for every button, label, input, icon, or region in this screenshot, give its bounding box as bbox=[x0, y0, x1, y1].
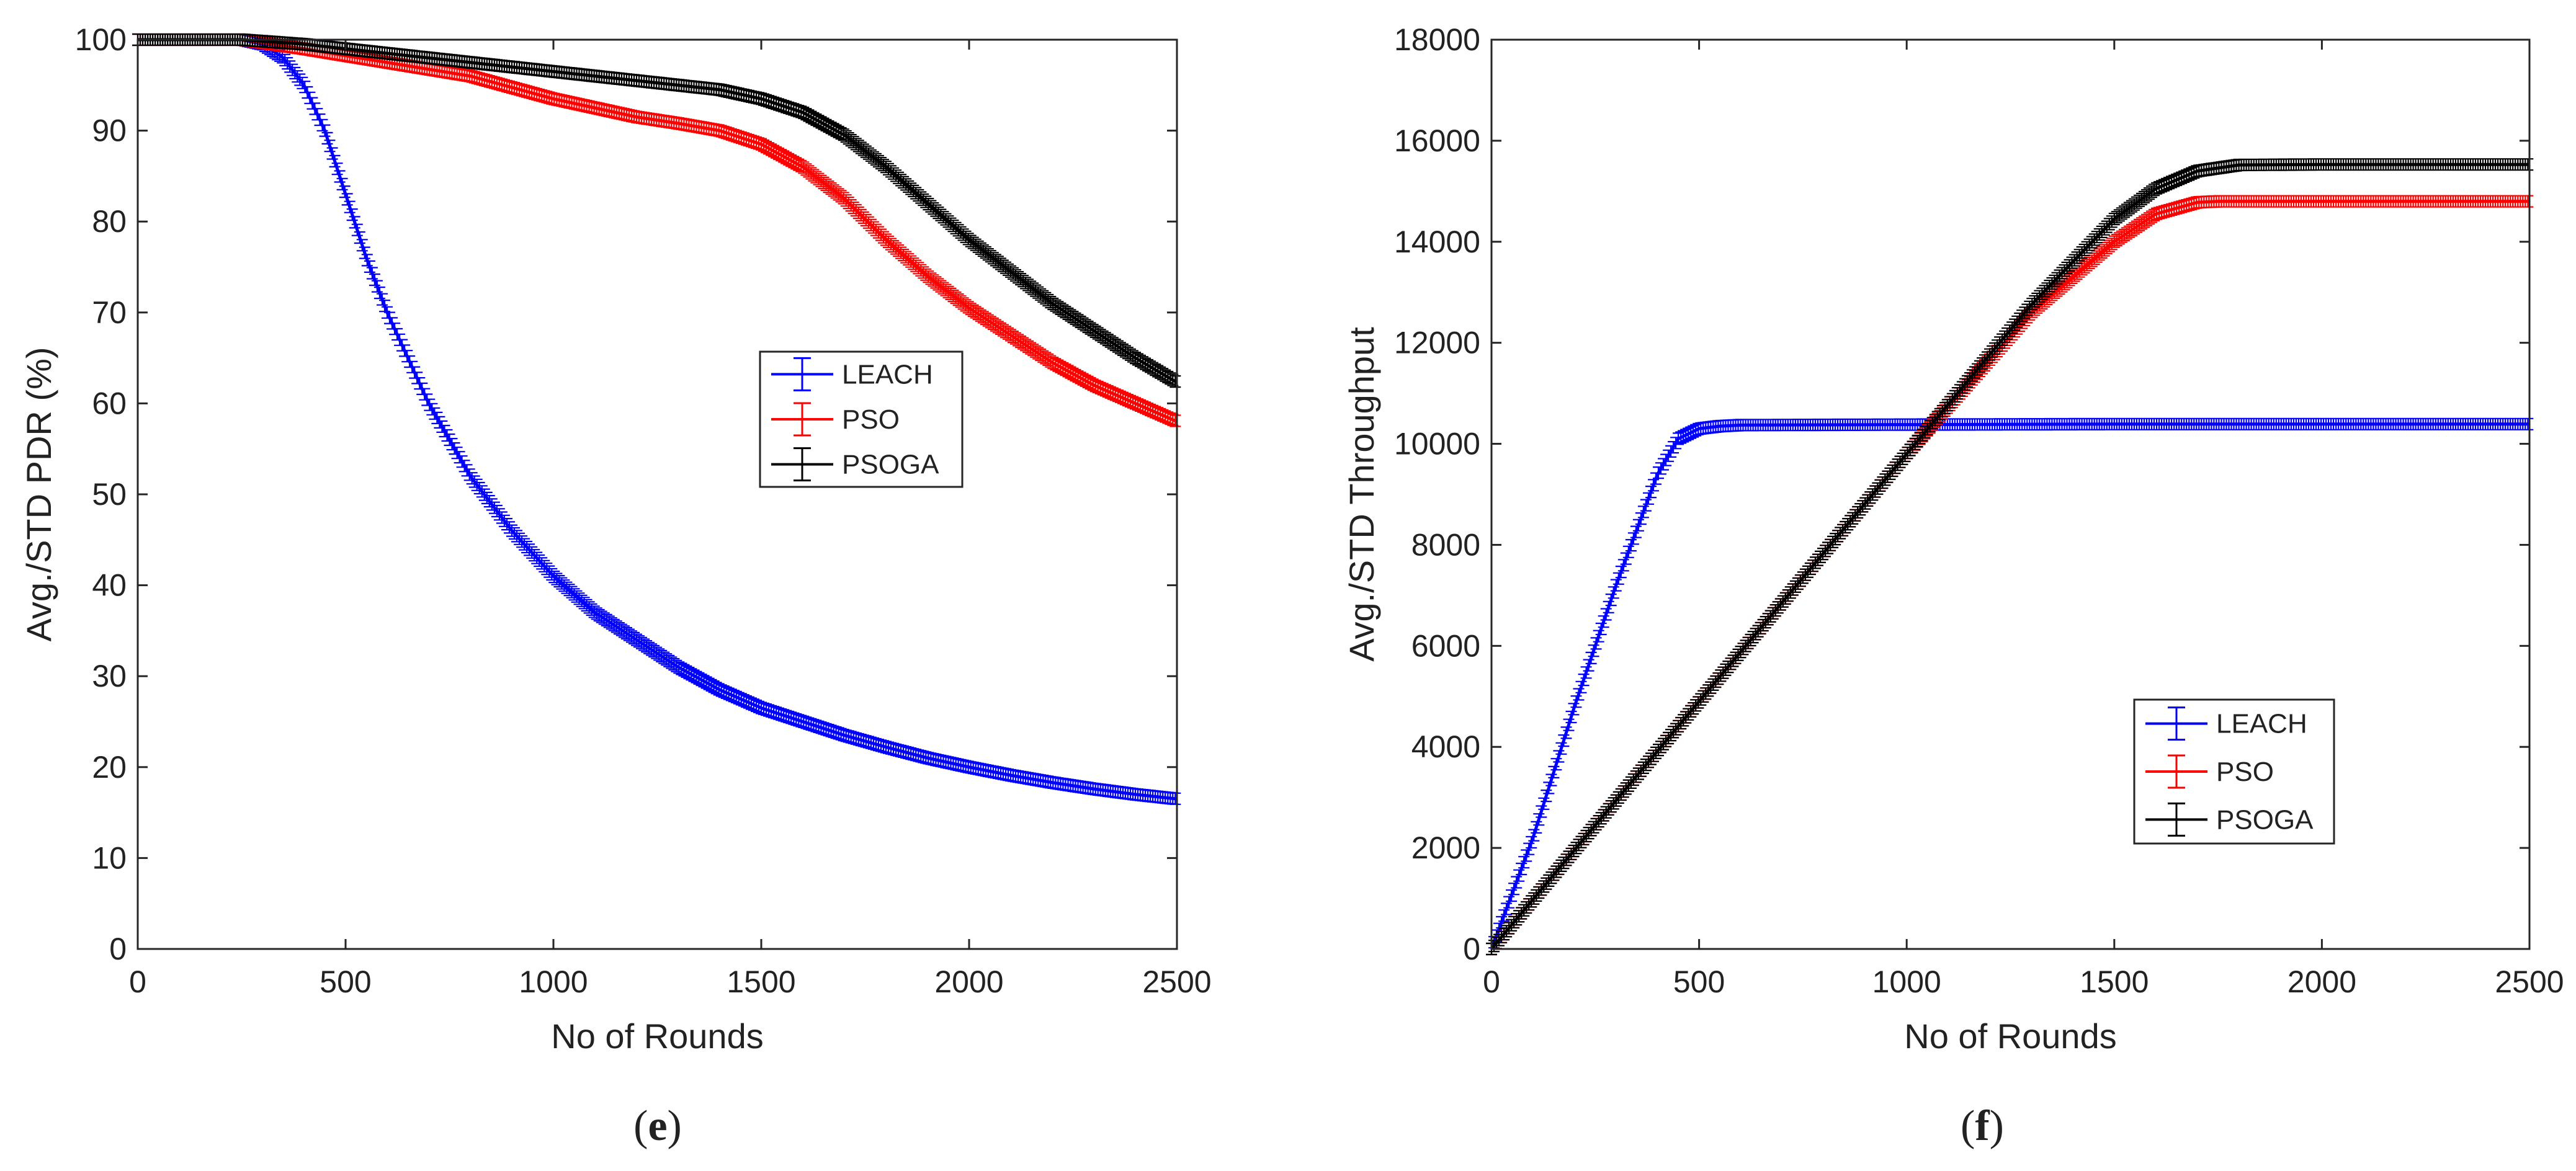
legend-item-pso: PSO bbox=[2145, 754, 2274, 789]
legend-error-bar-icon bbox=[2168, 802, 2185, 837]
legend-label: LEACH bbox=[2216, 709, 2307, 739]
legend-label: PSO bbox=[2216, 757, 2274, 787]
y-tick-label: 80 bbox=[92, 204, 127, 239]
y-tick-label: 70 bbox=[92, 295, 127, 330]
y-axis-label: Avg./STD Throughput bbox=[1342, 327, 1381, 662]
y-axis: 0 10 20 30 40 50 60 70 80 90 100 bbox=[75, 22, 1177, 966]
y-tick-label: 18000 bbox=[1394, 22, 1480, 57]
x-tick-label: 2000 bbox=[2288, 964, 2356, 999]
legend: LEACH PSO PSOGA bbox=[2133, 698, 2335, 845]
y-tick-label: 16000 bbox=[1394, 123, 1480, 158]
y-tick-label: 50 bbox=[92, 477, 127, 512]
legend-error-bar-icon bbox=[794, 357, 811, 391]
caption-close: ) bbox=[668, 1102, 682, 1150]
legend-error-bar-icon bbox=[794, 447, 811, 482]
y-tick-label: 4000 bbox=[1411, 729, 1480, 764]
caption-open: ( bbox=[1961, 1102, 1975, 1150]
x-tick-label: 1000 bbox=[519, 964, 588, 999]
legend-item-psoga: PSOGA bbox=[771, 447, 939, 482]
panel-caption: (e) bbox=[633, 1102, 682, 1150]
y-tick-label: 0 bbox=[1463, 932, 1480, 966]
y-tick-label: 6000 bbox=[1411, 628, 1480, 663]
legend-item-pso: PSO bbox=[771, 402, 900, 437]
y-tick-label: 12000 bbox=[1394, 326, 1480, 360]
x-tick-label: 2500 bbox=[1142, 964, 1211, 999]
legend-label: PSO bbox=[842, 404, 900, 435]
x-axis-label: No of Rounds bbox=[1904, 1017, 2116, 1056]
y-tick-label: 40 bbox=[92, 568, 127, 603]
chart-panel-e: 0 500 1000 1500 2000 2500 0 10 20 30 40 50 60 70 80 90 1… bbox=[19, 22, 1212, 1150]
caption-open: ( bbox=[633, 1102, 648, 1150]
legend-label: PSOGA bbox=[2216, 804, 2314, 835]
legend-item-psoga: PSOGA bbox=[2145, 802, 2314, 837]
y-tick-label: 0 bbox=[109, 932, 127, 966]
legend-error-bar-icon bbox=[2168, 754, 2185, 789]
x-tick-label: 500 bbox=[1673, 964, 1725, 999]
chart-panel-f: 0 500 1000 1500 2000 2500 0 2000 4000 6000 8000 100… bbox=[1342, 22, 2564, 1150]
y-tick-label: 14000 bbox=[1394, 225, 1480, 259]
x-tick-label: 2500 bbox=[2495, 964, 2564, 999]
x-axis: 0 500 1000 1500 2000 2500 bbox=[1483, 40, 2564, 999]
x-axis: 0 500 1000 1500 2000 2500 bbox=[129, 40, 1212, 999]
y-tick-label: 10 bbox=[92, 840, 127, 875]
x-tick-label: 1500 bbox=[727, 964, 795, 999]
y-tick-label: 100 bbox=[75, 22, 127, 57]
caption-letter: f bbox=[1975, 1102, 1990, 1150]
x-axis-label: No of Rounds bbox=[551, 1017, 763, 1056]
axes-box bbox=[1490, 38, 2531, 950]
x-tick-label: 1500 bbox=[2080, 964, 2149, 999]
legend-label: PSOGA bbox=[842, 450, 939, 480]
legend-error-bar-icon bbox=[2168, 706, 2185, 741]
y-axis: 0 2000 4000 6000 8000 10000 12000 14000 16000 180… bbox=[1394, 22, 2529, 966]
plot-area bbox=[1491, 40, 2529, 949]
y-tick-label: 8000 bbox=[1411, 527, 1480, 562]
legend-label: LEACH bbox=[842, 359, 933, 390]
legend-error-bar-icon bbox=[794, 402, 811, 437]
plot-area bbox=[138, 40, 1177, 949]
legend-item-leach: LEACH bbox=[771, 357, 933, 391]
y-axis-label: Avg./STD PDR (%) bbox=[19, 347, 58, 641]
x-tick-label: 0 bbox=[1483, 964, 1500, 999]
y-tick-label: 30 bbox=[92, 659, 127, 693]
y-tick-label: 20 bbox=[92, 750, 127, 785]
y-tick-label: 10000 bbox=[1394, 427, 1480, 461]
caption-close: ) bbox=[1990, 1102, 2004, 1150]
legend-item-leach: LEACH bbox=[2145, 706, 2307, 741]
panel-caption: (f) bbox=[1961, 1102, 2004, 1150]
legend: LEACH PSO PSOGA bbox=[759, 350, 964, 488]
x-tick-label: 1000 bbox=[1872, 964, 1941, 999]
y-tick-label: 2000 bbox=[1411, 830, 1480, 865]
x-tick-label: 500 bbox=[320, 964, 371, 999]
series-group bbox=[1486, 158, 2534, 956]
x-tick-label: 0 bbox=[129, 964, 146, 999]
y-tick-label: 60 bbox=[92, 386, 127, 421]
caption-letter: e bbox=[648, 1102, 667, 1150]
x-tick-label: 2000 bbox=[934, 964, 1003, 999]
y-tick-label: 90 bbox=[92, 114, 127, 148]
